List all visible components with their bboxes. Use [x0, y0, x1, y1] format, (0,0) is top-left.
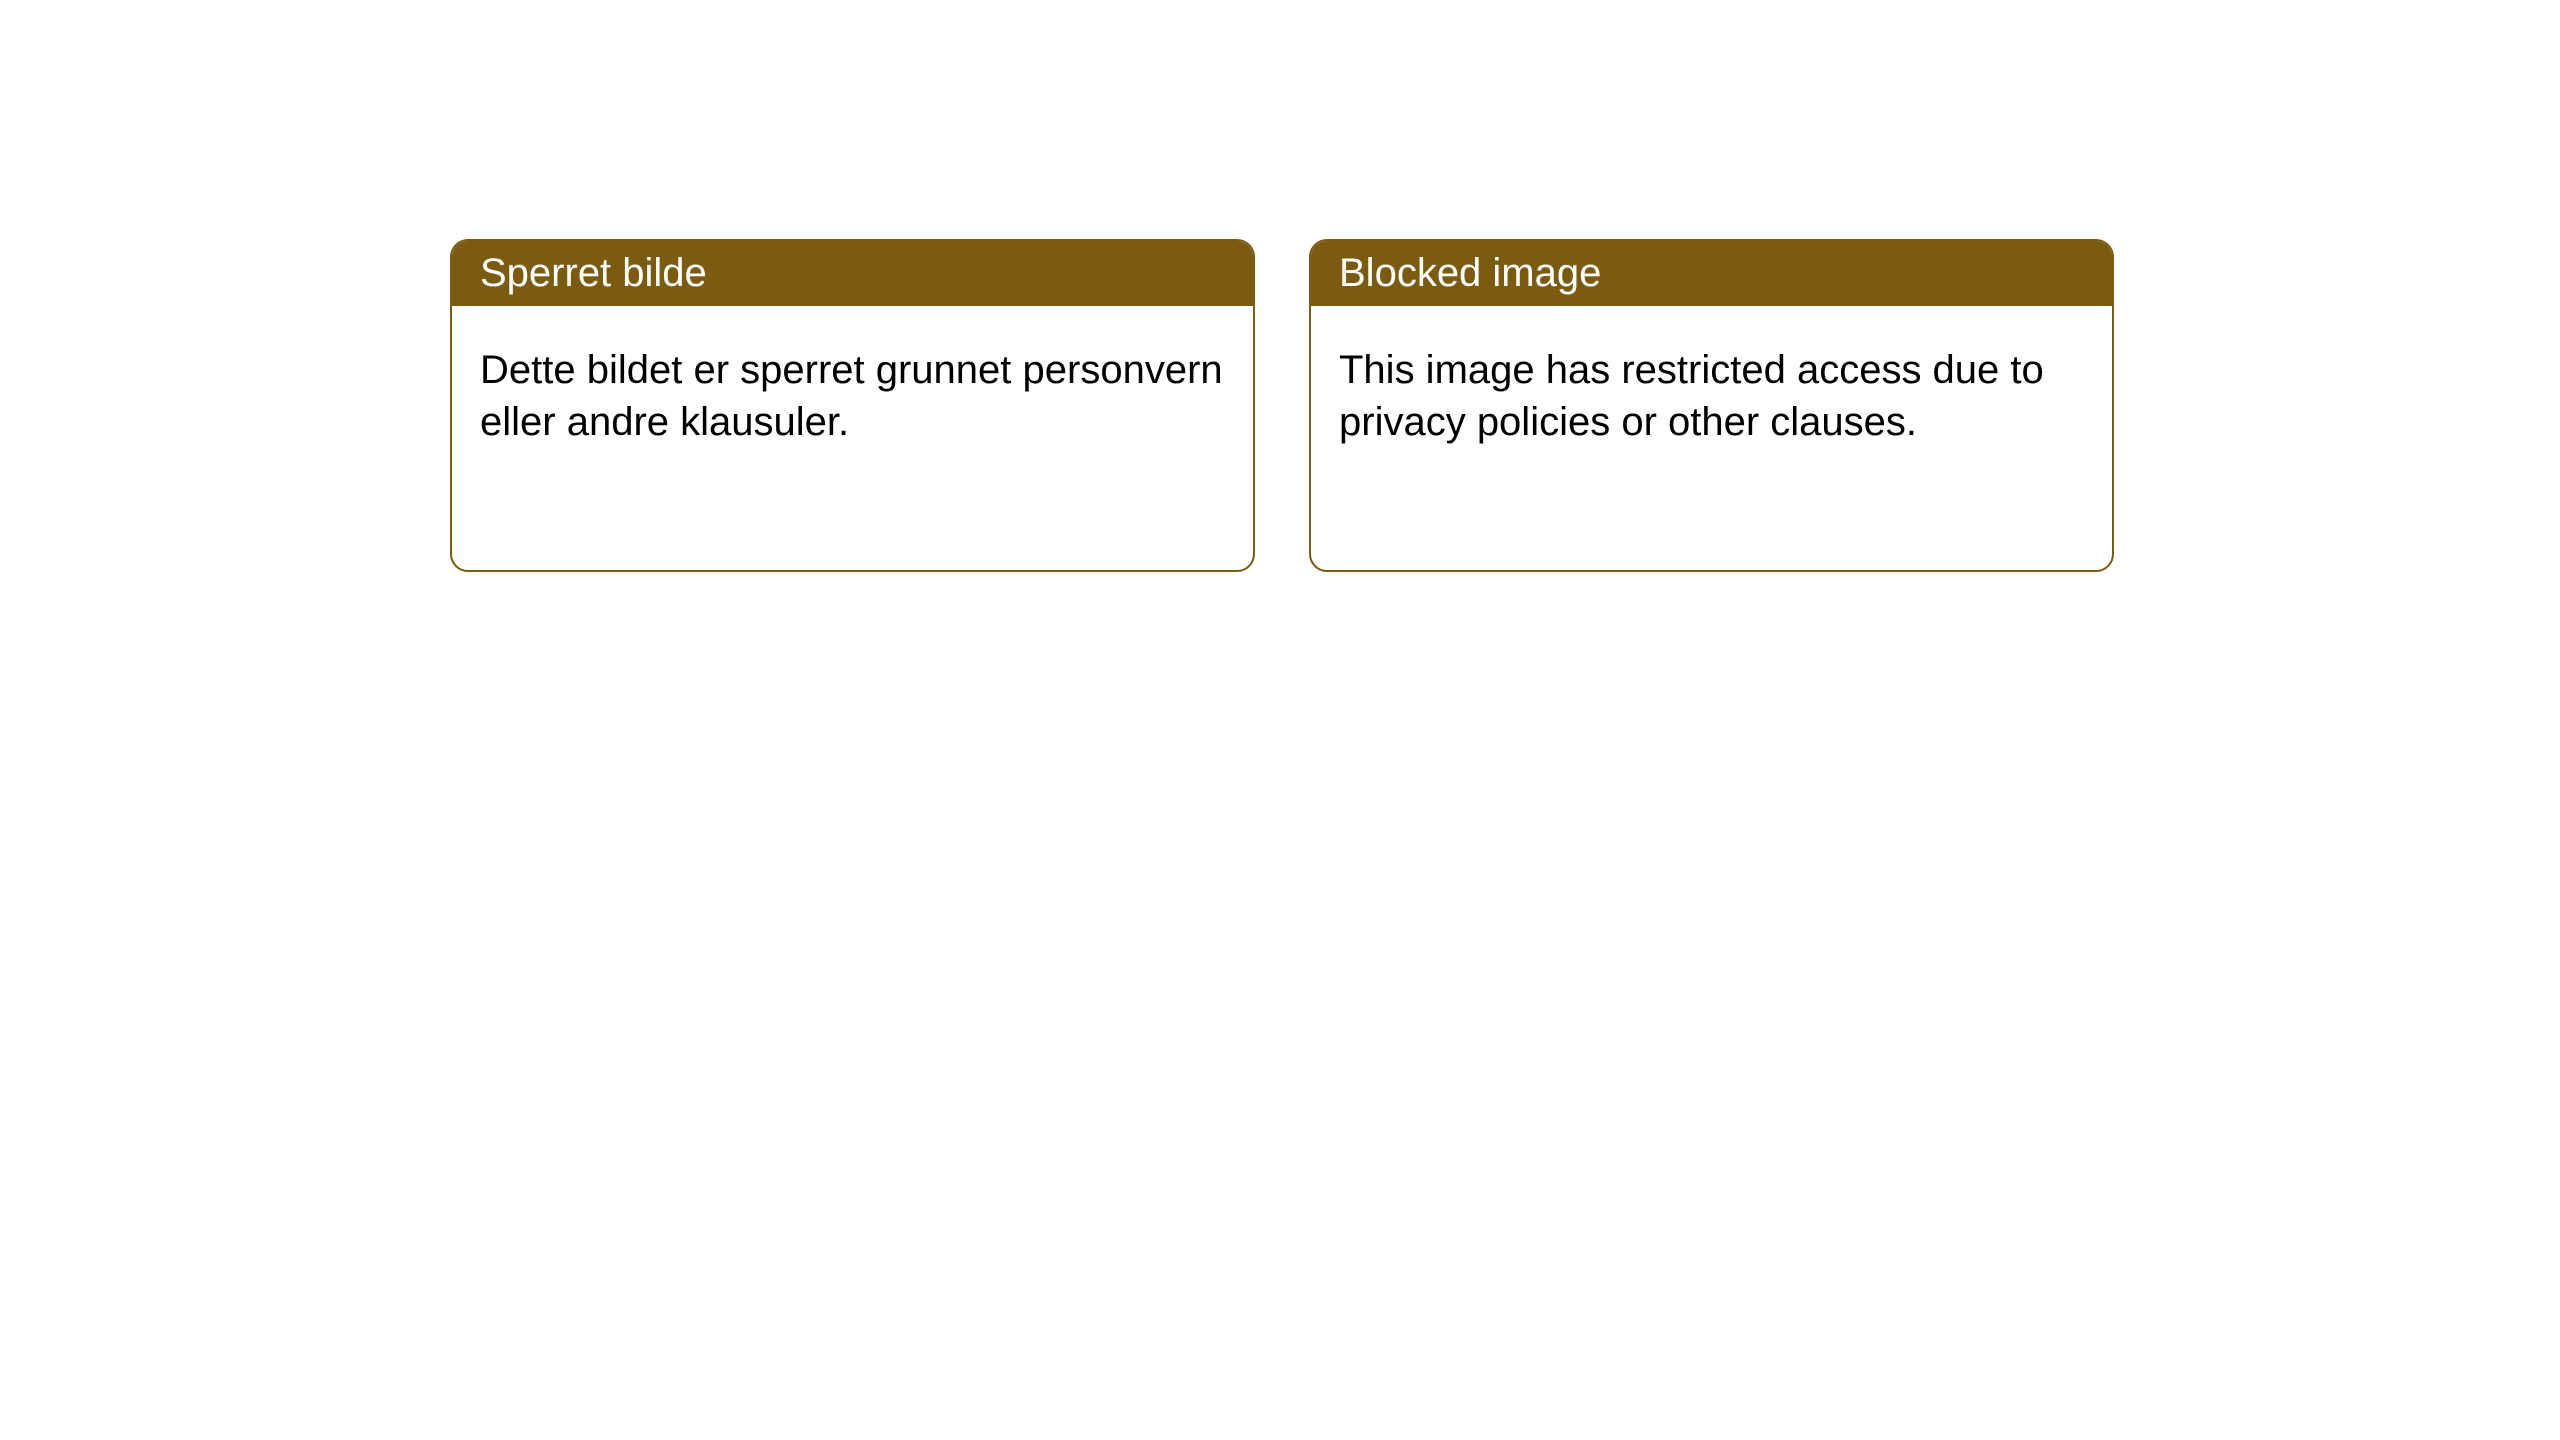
- card-body-text: Dette bildet er sperret grunnet personve…: [480, 348, 1223, 444]
- notice-card-english: Blocked image This image has restricted …: [1309, 239, 2114, 572]
- card-title: Sperret bilde: [480, 251, 707, 295]
- notice-cards-container: Sperret bilde Dette bildet er sperret gr…: [0, 0, 2560, 572]
- card-body: Dette bildet er sperret grunnet personve…: [452, 306, 1253, 486]
- notice-card-norwegian: Sperret bilde Dette bildet er sperret gr…: [450, 239, 1255, 572]
- card-header: Blocked image: [1311, 241, 2112, 306]
- card-header: Sperret bilde: [452, 241, 1253, 306]
- card-body: This image has restricted access due to …: [1311, 306, 2112, 486]
- card-title: Blocked image: [1339, 251, 1601, 295]
- card-body-text: This image has restricted access due to …: [1339, 348, 2044, 444]
